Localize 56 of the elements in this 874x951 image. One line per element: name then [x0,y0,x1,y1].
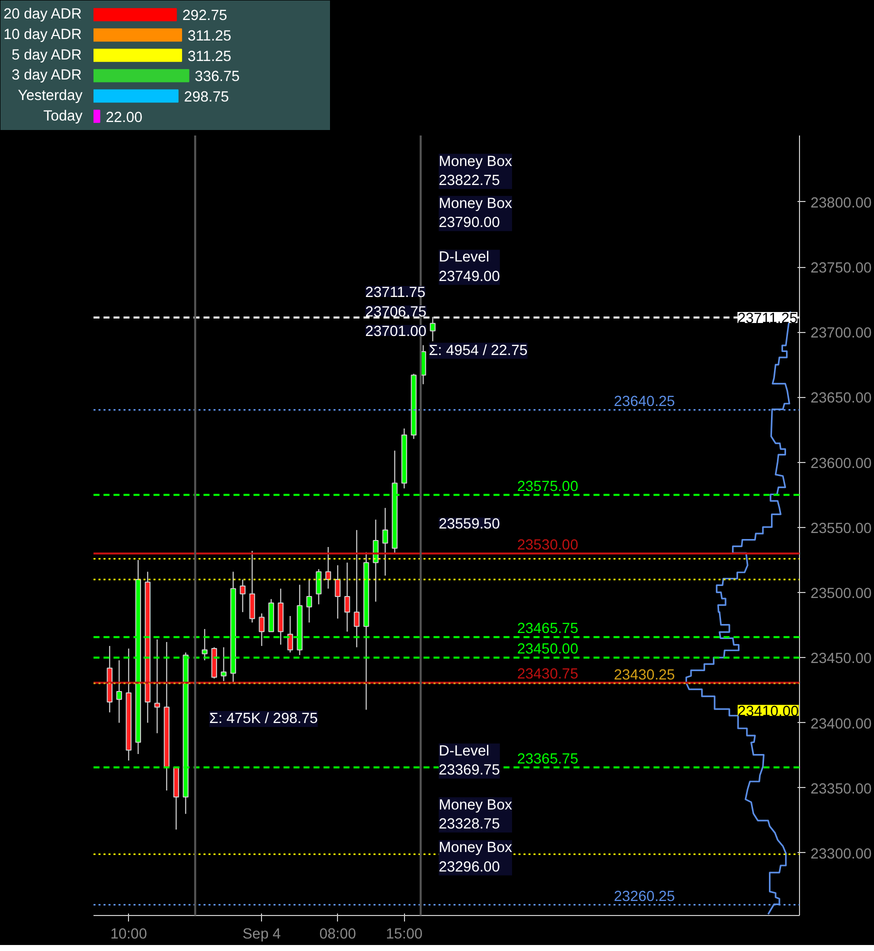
ref-line-label: 23430.25 [614,667,675,684]
bar [94,48,182,62]
data-label: 298.75 [184,90,229,106]
annotation: Σ: 4954 / 22.75 [428,342,528,359]
y-tick-label: 23650.00 [810,390,872,407]
y-tick-label: 23700.00 [810,326,872,342]
y-tick-label: Yesterday [18,88,84,104]
ref-line-label: 23530.00 [517,537,578,554]
ref-line-label: 23430.75 [517,666,578,683]
annotation: D-Level 23369.75 [438,743,500,779]
x-tick-label: Sep 4 [242,926,281,942]
y-tick-label: 23550.00 [810,520,872,537]
annotation: 23410.00 [738,704,799,720]
y-tick-label: 3 day ADR [12,68,82,84]
data-label: 311.25 [188,48,232,65]
y-tick-label: 10 day ADR [3,27,82,43]
y-tick-label: 20 day ADR [3,6,82,23]
ref-line-label: 23575.00 [517,478,578,495]
annotation: 23706.75 [365,304,426,320]
bar [94,28,182,42]
annotation: Money Box 23822.75 [438,154,513,189]
y-tick-label: 23800.00 [810,195,872,212]
ref-line-label: 23260.25 [614,888,675,905]
y-tick-label: 23500.00 [810,586,872,602]
x-tick-label: 08:00 [319,926,356,942]
y-tick-label: 23750.00 [810,260,872,277]
data-label: 336.75 [194,69,240,86]
ref-line-label: 23450.00 [517,642,578,658]
annotation: Money Box 23296.00 [438,840,513,876]
annotation: 23701.00 [365,324,426,340]
ref-line-label: 23365.75 [517,751,578,768]
annotation: 23559.50 [438,516,500,533]
y-tick-label: 23400.00 [810,716,872,732]
x-tick-label: 10:00 [110,926,148,942]
bar [94,110,100,123]
y-tick-label: 23450.00 [810,651,872,668]
y-tick-label: 23600.00 [810,456,872,472]
annotation: D-Level 23749.00 [438,250,500,285]
ref-line-label: 23640.25 [614,394,675,410]
y-tick-label: 5 day ADR [12,47,82,64]
data-label: 292.75 [182,8,228,24]
bar [94,69,190,82]
y-tick-label: 23300.00 [810,846,872,862]
data-label: 22.00 [106,110,142,126]
bar [94,8,177,22]
x-tick-label: 15:00 [386,926,423,942]
annotation: Money Box 23328.75 [438,797,513,832]
bar [94,89,179,103]
annotation: Σ: 475K / 298.75 [209,710,318,727]
annotation: 23711.75 [365,285,426,301]
ref-line-label: 23711.25 [737,310,798,327]
y-tick-label: Today [43,108,84,124]
data-label: 311.25 [188,28,232,44]
y-tick-label: 23350.00 [810,781,872,798]
ref-line-label: 23465.75 [517,621,578,638]
annotation: Money Box 23790.00 [438,196,513,232]
